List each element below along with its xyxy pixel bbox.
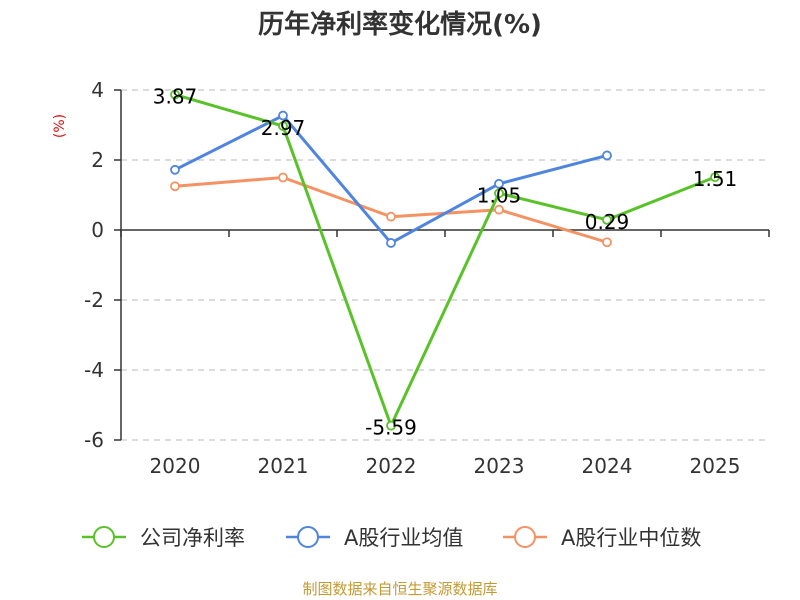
legend-marker [297,526,319,548]
data-point[interactable] [278,110,288,121]
x-tick-label: 2023 [474,454,525,478]
data-point[interactable] [386,420,396,431]
y-tick-label: 4 [91,78,104,102]
y-tick-label: 0 [91,218,104,242]
x-axis-ticks: 2020 2021 2022 2023 2024 2025 [120,230,770,478]
gridlines [121,89,769,441]
data-point[interactable] [602,150,612,161]
data-label: -5.59 [365,416,417,440]
series-0 [170,89,720,431]
legend-label: A股行业中位数 [561,526,701,550]
y-tick-label: -4 [84,358,104,382]
data-point[interactable] [602,214,612,225]
series-2 [170,172,612,248]
legend-label: A股行业均值 [344,526,463,550]
y-tick-label: -2 [84,288,104,312]
x-tick-label: 2024 [582,454,633,478]
x-tick-label: 2022 [366,454,417,478]
legend-item-2[interactable]: A股行业中位数 [503,526,701,550]
series-layer [170,89,720,431]
data-label: 1.51 [693,167,738,191]
axes [120,90,769,440]
data-labels: 3.87 2.97 -5.59 1.05 0.29 1.51 [153,85,738,440]
legend-marker [93,526,115,548]
series-1 [170,110,612,248]
y-tick-label: 2 [91,148,104,172]
data-point[interactable] [170,181,180,192]
legend[interactable]: 公司净利率 A股行业均值 A股行业中位数 [82,526,701,550]
series-line [174,176,608,244]
data-source-note: 制图数据来自恒生聚源数据库 [302,580,497,598]
y-axis-unit: (%) [52,114,68,138]
data-point[interactable] [170,89,180,100]
data-point[interactable] [710,172,720,183]
data-point[interactable] [494,204,504,215]
legend-label: 公司净利率 [140,526,245,550]
data-point[interactable] [386,238,396,248]
data-point[interactable] [170,164,180,175]
data-point[interactable] [494,178,504,189]
y-axis-ticks: 4 2 0 -2 -4 -6 [84,78,121,452]
legend-item-0[interactable]: 公司净利率 [82,526,245,550]
chart-title: 历年净利率变化情况(%) [258,9,542,40]
series-line [174,93,716,428]
data-point[interactable] [386,211,396,222]
y-tick-label: -6 [84,428,104,452]
data-label: 1.05 [477,183,522,207]
legend-item-1[interactable]: A股行业均值 [286,526,463,550]
x-tick-label: 2021 [258,454,309,478]
data-label: 3.87 [153,85,198,109]
data-point[interactable] [278,172,288,183]
legend-marker [514,526,536,548]
x-tick-label: 2025 [690,454,741,478]
data-point[interactable] [494,188,504,199]
data-label: 2.97 [261,116,306,140]
data-label: 0.29 [585,210,630,234]
x-tick-label: 2020 [150,454,201,478]
data-point[interactable] [602,237,612,248]
data-point[interactable] [278,121,288,131]
